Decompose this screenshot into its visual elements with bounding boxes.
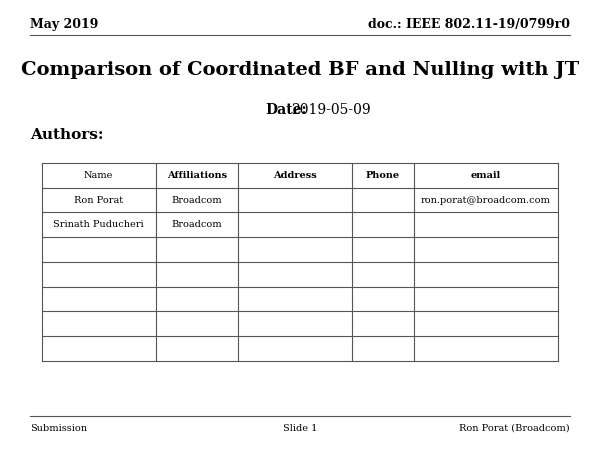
Text: Broadcom: Broadcom — [172, 195, 222, 204]
Text: Srinath Puducheri: Srinath Puducheri — [53, 220, 144, 229]
Text: doc.: IEEE 802.11-19/0799r0: doc.: IEEE 802.11-19/0799r0 — [368, 18, 570, 31]
Text: Date: 2019-05-09: Date: 2019-05-09 — [240, 103, 360, 117]
Text: Authors:: Authors: — [30, 128, 104, 142]
Text: Broadcom: Broadcom — [172, 220, 222, 229]
Text: Affiliations: Affiliations — [167, 171, 227, 180]
Text: Slide 1: Slide 1 — [283, 424, 317, 433]
Text: Ron Porat (Broadcom): Ron Porat (Broadcom) — [460, 424, 570, 433]
Text: Ron Porat: Ron Porat — [74, 195, 124, 204]
Text: Address: Address — [273, 171, 317, 180]
Text: ron.porat@broadcom.com: ron.porat@broadcom.com — [421, 195, 551, 204]
Text: Phone: Phone — [365, 171, 400, 180]
Text: May 2019: May 2019 — [30, 18, 98, 31]
Text: Name: Name — [84, 171, 113, 180]
Text: Date:: Date: — [265, 103, 307, 117]
Text: Comparison of Coordinated BF and Nulling with JT: Comparison of Coordinated BF and Nulling… — [21, 61, 579, 79]
Text: 2019-05-09: 2019-05-09 — [292, 103, 371, 117]
Text: email: email — [470, 171, 501, 180]
Text: Submission: Submission — [30, 424, 87, 433]
